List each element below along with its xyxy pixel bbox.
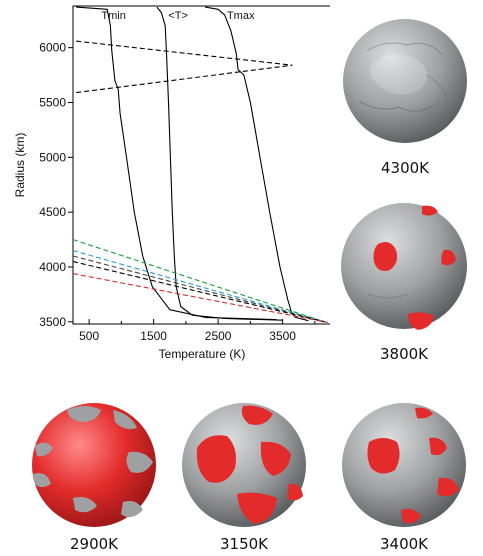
sphere-2900k [32,403,156,527]
sphere-4300k [343,19,467,143]
series-line-8 [73,260,325,323]
sphere-3400k [342,403,466,527]
sphere-3400k-caption: 3400K [379,535,428,553]
y-tick-label-2: 4500 [39,205,66,219]
x-tick-label-3: 3500 [269,329,296,343]
radius-temperature-chart: 500 1500 2500 3500 3500 4000 4500 5000 5500 6000… [13,5,330,361]
series-label-1: <T> [168,10,188,22]
y-tick-label-4: 5500 [39,95,66,109]
series-line-2 [205,6,309,322]
series-line-3 [76,40,293,66]
series-line-5 [73,239,325,323]
y-tick-label-5: 6000 [39,41,66,55]
y-tick-label-0: 3500 [39,315,66,329]
sphere-3800k-caption: 3800K [379,345,428,363]
series-line-7 [73,255,325,323]
plot-frame [72,5,330,325]
sphere-4300k-caption: 4300K [380,159,429,177]
y-tick-label-3: 5000 [39,150,66,164]
x-tick-label-1: 1500 [140,329,167,343]
series-label-2: Tmax [227,10,255,22]
y-axis-title: Radius (km) [13,133,27,198]
series-line-6 [73,249,325,323]
x-tick-label-0: 500 [79,329,99,343]
series-line-0 [76,6,277,321]
y-tick-label-1: 4000 [39,260,66,274]
x-tick-label-2: 2500 [205,329,232,343]
series-line-1 [156,6,283,321]
sphere-3150k-caption: 3150K [219,535,268,553]
series-line-9 [73,273,328,323]
series-label-0: Tmin [101,10,125,22]
x-axis-title: Temperature (K) [159,347,246,361]
sphere-3150k [182,403,306,527]
series-line-4 [76,64,293,94]
sphere-2900k-caption: 2900K [69,535,118,553]
sphere-3800k [341,203,467,330]
